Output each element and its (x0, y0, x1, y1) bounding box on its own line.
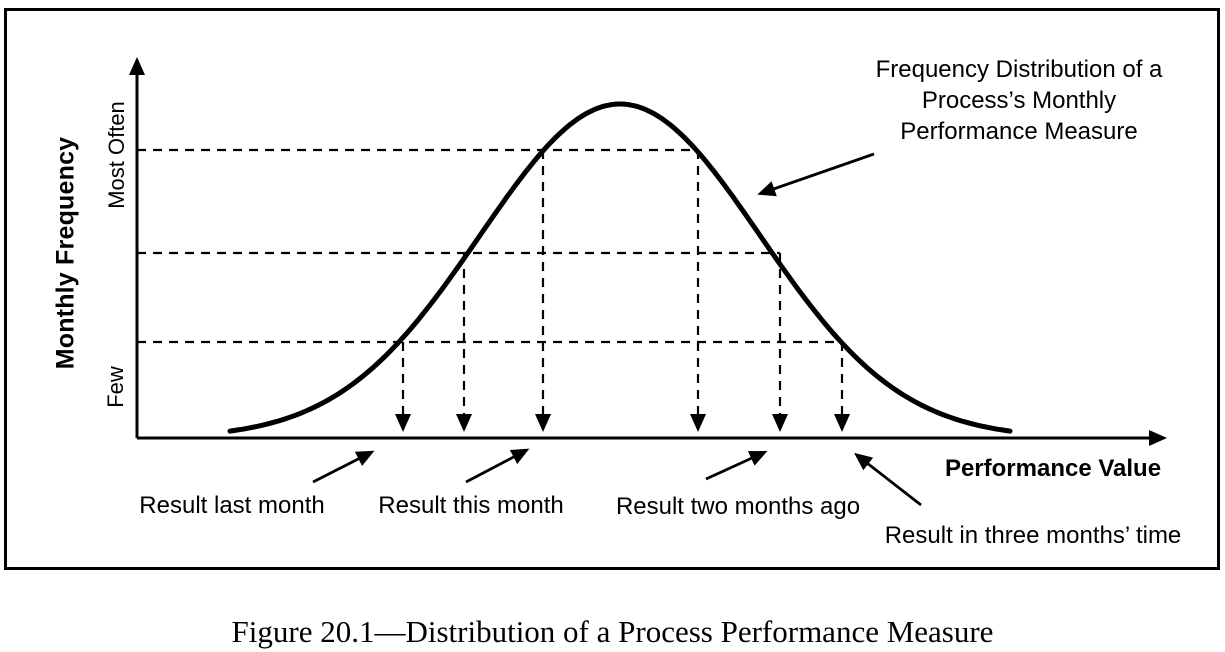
result-three-months-time-arrow (854, 452, 922, 507)
y-axis-tick-most-often: Most Often (104, 101, 129, 209)
result-two-months-ago-label: Result two months ago (615, 493, 861, 520)
result-three-months-time-label: Result in three months’ time (884, 522, 1182, 549)
y-axis-tick-few: Few (103, 366, 128, 408)
figure-frame (4, 8, 1220, 570)
result-this-month-arrow (465, 448, 530, 484)
curve-annotation: Frequency Distribution of a Process’s Mo… (875, 56, 1163, 145)
result-two-months-ago-arrow (705, 450, 768, 481)
result-last-month-label: Result last month (139, 492, 325, 519)
result-this-month-label: Result this month (378, 492, 564, 519)
bell-curve (227, 101, 1013, 434)
figure-caption: Figure 20.1—Distribution of a Process Pe… (231, 614, 994, 649)
result-last-month-arrow (312, 450, 375, 484)
x-axis-title: Performance Value (944, 455, 1162, 482)
annotation-arrow (757, 152, 875, 197)
y-axis-title: Monthly Frequency (51, 136, 80, 370)
